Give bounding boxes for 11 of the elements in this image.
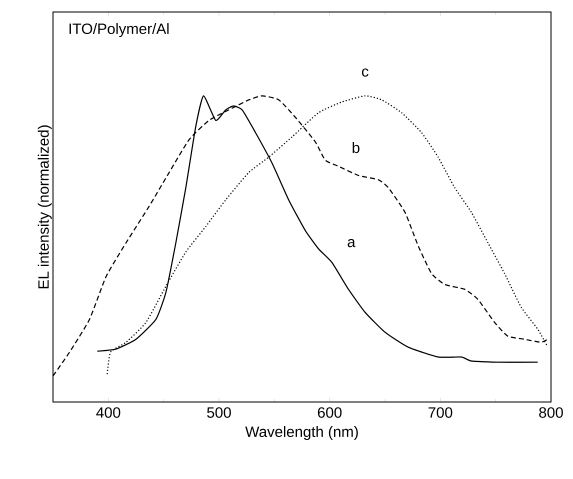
x-tick-label: 700 xyxy=(428,407,452,418)
y-axis-title: EL intensity (normalized) xyxy=(38,125,52,288)
x-axis-title: Wavelength (nm) xyxy=(245,426,358,440)
x-tick-label: 400 xyxy=(96,407,120,418)
x-tick-label: 500 xyxy=(207,407,231,418)
x-tick-label: 800 xyxy=(539,407,563,418)
series-label: c xyxy=(362,68,368,77)
series-label: a xyxy=(348,238,356,248)
x-tick-label: 600 xyxy=(318,407,342,418)
series-label: b xyxy=(352,142,360,154)
chart-title: ITO/Polymer/Al xyxy=(70,23,169,38)
